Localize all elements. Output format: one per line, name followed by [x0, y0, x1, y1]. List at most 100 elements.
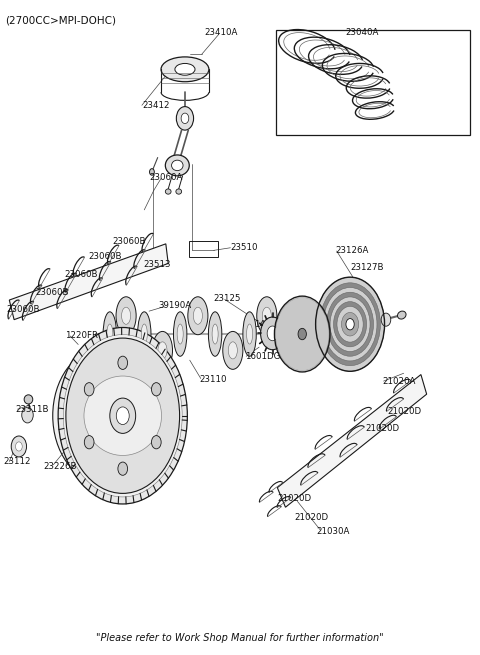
Circle shape	[71, 442, 84, 460]
Text: 23120: 23120	[271, 339, 299, 348]
Ellipse shape	[165, 155, 189, 176]
Circle shape	[346, 318, 354, 330]
Ellipse shape	[228, 342, 237, 359]
Ellipse shape	[171, 160, 183, 171]
Ellipse shape	[121, 307, 131, 324]
Circle shape	[118, 356, 128, 369]
Text: 21020D: 21020D	[365, 424, 399, 434]
Ellipse shape	[279, 312, 292, 356]
Text: 23510: 23510	[230, 243, 258, 252]
Circle shape	[337, 307, 363, 342]
Ellipse shape	[107, 324, 113, 344]
Ellipse shape	[208, 312, 222, 356]
Text: 21020D: 21020D	[387, 407, 421, 416]
Circle shape	[66, 338, 180, 493]
Polygon shape	[277, 375, 427, 507]
Ellipse shape	[141, 324, 147, 344]
Ellipse shape	[138, 312, 151, 356]
Circle shape	[63, 335, 182, 497]
Circle shape	[15, 442, 22, 451]
Ellipse shape	[175, 64, 195, 75]
Circle shape	[381, 313, 391, 326]
Text: 23410A: 23410A	[204, 28, 238, 37]
Ellipse shape	[284, 330, 292, 337]
Ellipse shape	[262, 307, 271, 324]
Text: "Please refer to Work Shop Manual for further information": "Please refer to Work Shop Manual for fu…	[96, 633, 384, 643]
Ellipse shape	[257, 297, 277, 335]
Ellipse shape	[247, 324, 252, 344]
Circle shape	[341, 312, 359, 336]
Ellipse shape	[173, 312, 187, 356]
Polygon shape	[9, 244, 168, 320]
Text: 23040A: 23040A	[345, 28, 379, 37]
Ellipse shape	[150, 169, 155, 175]
Circle shape	[152, 436, 161, 449]
Text: 21020D: 21020D	[277, 495, 312, 503]
Text: 23060B: 23060B	[112, 236, 146, 246]
Circle shape	[276, 299, 328, 369]
Circle shape	[53, 350, 150, 482]
Circle shape	[84, 436, 94, 449]
Circle shape	[280, 304, 324, 364]
Text: 23110: 23110	[199, 375, 227, 384]
Text: 21020A: 21020A	[383, 377, 416, 386]
Circle shape	[320, 283, 381, 365]
Circle shape	[282, 307, 322, 362]
Text: 23211B: 23211B	[81, 462, 115, 470]
Ellipse shape	[282, 324, 288, 344]
Text: 23412: 23412	[142, 101, 169, 110]
Ellipse shape	[24, 395, 33, 404]
Text: 23060A: 23060A	[149, 173, 182, 181]
Ellipse shape	[158, 342, 167, 359]
Ellipse shape	[176, 189, 181, 194]
Circle shape	[111, 336, 125, 354]
Circle shape	[279, 303, 325, 365]
Ellipse shape	[103, 312, 117, 356]
Circle shape	[267, 326, 278, 341]
Circle shape	[84, 383, 94, 396]
Circle shape	[152, 442, 165, 460]
Circle shape	[276, 297, 329, 371]
Text: 23060B: 23060B	[64, 270, 98, 279]
Ellipse shape	[212, 324, 218, 344]
Circle shape	[152, 383, 161, 396]
Text: 23060B: 23060B	[88, 252, 122, 261]
Text: 23060B: 23060B	[35, 288, 69, 297]
Text: 1220FR: 1220FR	[65, 331, 98, 340]
Circle shape	[118, 462, 128, 476]
Ellipse shape	[161, 57, 209, 82]
Circle shape	[298, 328, 306, 340]
Text: 23226B: 23226B	[44, 462, 77, 470]
Circle shape	[11, 436, 26, 457]
Circle shape	[176, 107, 193, 130]
Circle shape	[116, 407, 129, 424]
Text: 23126A: 23126A	[336, 246, 369, 255]
Circle shape	[277, 300, 327, 368]
Circle shape	[58, 328, 187, 504]
Ellipse shape	[223, 331, 243, 369]
Ellipse shape	[84, 376, 161, 455]
Text: 23513: 23513	[144, 260, 171, 269]
Circle shape	[323, 288, 377, 361]
Bar	[276, 30, 470, 135]
Circle shape	[330, 297, 370, 352]
Text: 23127B: 23127B	[350, 263, 384, 272]
Text: 21030A: 21030A	[317, 527, 350, 536]
Circle shape	[22, 407, 33, 423]
Ellipse shape	[397, 311, 406, 319]
Ellipse shape	[193, 307, 203, 324]
Text: 23124B: 23124B	[294, 315, 327, 324]
Ellipse shape	[243, 312, 256, 356]
Text: 23311B: 23311B	[15, 405, 48, 414]
Circle shape	[281, 305, 323, 363]
Circle shape	[278, 301, 326, 367]
Bar	[189, 240, 217, 257]
Ellipse shape	[116, 297, 136, 335]
Circle shape	[316, 277, 384, 371]
Text: 1601DG: 1601DG	[245, 352, 280, 361]
Ellipse shape	[188, 297, 208, 335]
Circle shape	[334, 302, 367, 346]
Circle shape	[110, 398, 136, 434]
Text: 23125: 23125	[214, 293, 241, 303]
Text: 23060B: 23060B	[6, 305, 40, 314]
